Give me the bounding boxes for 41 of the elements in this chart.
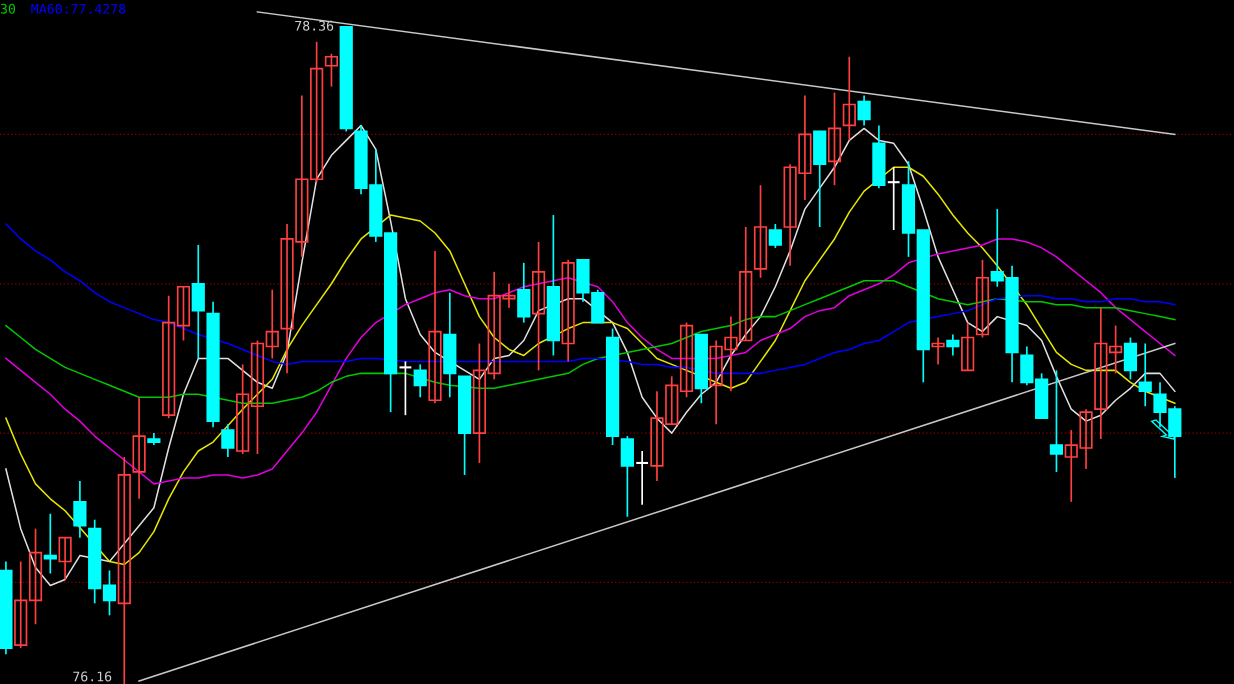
candlestick [413,363,427,399]
candlestick [102,569,117,617]
text: MA60:77.4278 [31,3,126,14]
candlestick [827,91,842,187]
candlestick [857,94,871,127]
candlestick [73,480,87,539]
candlestick [1138,342,1152,408]
candlestick [265,288,279,360]
candlestick [753,184,768,279]
candlestick [946,333,960,357]
annotation: 76.16 [73,671,112,682]
candlestick [132,396,146,500]
candlestick [961,321,975,372]
candlestick [324,52,339,88]
candlestick [162,294,176,420]
candlestick [768,223,782,249]
candlestick [931,336,945,366]
candlestick [531,241,546,372]
candlestick [310,40,324,184]
candlestick [561,259,575,363]
candlestick [635,450,650,506]
candlestick [14,560,28,649]
candlestick [250,339,265,455]
candlestick [975,259,990,339]
candlestick [176,285,191,342]
candlestick [221,423,235,458]
candlestick [398,360,413,417]
candlestick [472,342,487,464]
candlestick [1109,324,1123,375]
candlestick [842,55,856,142]
candlestick [28,527,43,626]
candlestick [679,321,694,399]
annotation: 78.36 [295,20,334,31]
text: 30 [0,3,16,14]
candlestick [58,536,72,581]
candlestick [236,363,250,455]
candlestick [117,456,131,684]
candlestick [1094,306,1108,440]
candlestick [1049,369,1064,473]
candlestick [428,250,442,405]
candlestick [886,166,901,231]
